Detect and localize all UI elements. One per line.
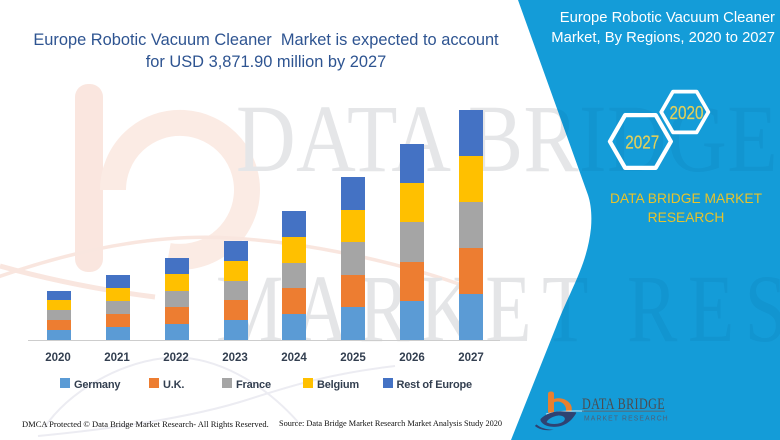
svg-text:2020: 2020 — [670, 102, 704, 123]
svg-text:DATA BRIDGE: DATA BRIDGE — [582, 395, 665, 413]
svg-text:2027: 2027 — [625, 131, 659, 152]
svg-text:MARKET RESEARCH: MARKET RESEARCH — [584, 414, 669, 422]
